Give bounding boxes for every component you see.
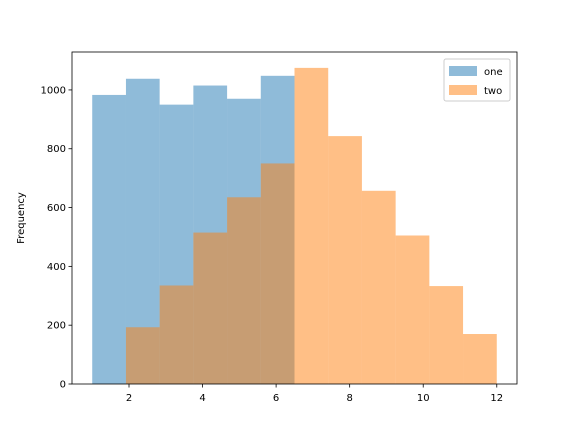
y-tick-label: 200	[47, 321, 66, 332]
y-tick-label: 1000	[41, 85, 66, 96]
x-tick-label: 12	[490, 393, 503, 404]
bar	[159, 285, 194, 384]
bar	[92, 94, 126, 385]
x-tick-label: 2	[126, 393, 132, 404]
y-tick-label: 400	[47, 262, 66, 273]
bar	[193, 232, 228, 384]
y-axis-label: Frequency	[16, 192, 27, 244]
y-tick-label: 0	[60, 380, 66, 391]
legend-label: one	[484, 67, 503, 78]
legend: one two	[443, 58, 511, 102]
bar	[294, 67, 329, 384]
y-tick-label: 600	[47, 203, 66, 214]
legend-swatch	[449, 85, 477, 95]
legend-label: two	[484, 86, 502, 97]
y-tick-label: 800	[47, 144, 66, 155]
legend-swatch	[449, 66, 477, 76]
bar	[395, 235, 430, 384]
bar	[361, 190, 396, 384]
bar	[227, 197, 261, 384]
bar	[328, 136, 362, 384]
bar	[125, 327, 160, 384]
x-tick-label: 6	[273, 393, 279, 404]
bar	[429, 286, 464, 384]
x-tick-label: 4	[199, 393, 205, 404]
bar	[463, 334, 497, 384]
x-tick-label: 10	[417, 393, 430, 404]
axes-frame	[71, 51, 518, 385]
bar	[260, 163, 295, 384]
x-tick-label: 8	[346, 393, 352, 404]
